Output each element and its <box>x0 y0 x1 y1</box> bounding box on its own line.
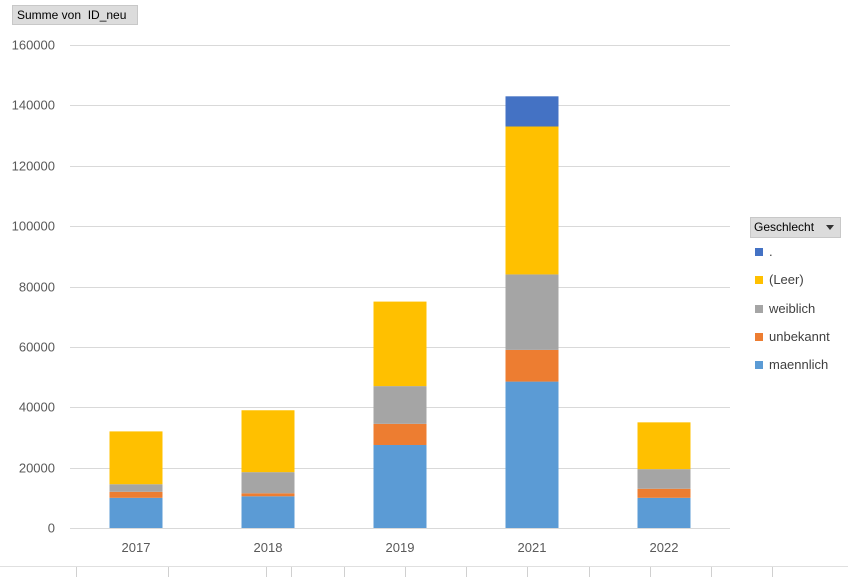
gridlines <box>70 45 730 529</box>
bar-segment-2022-2[interactable] <box>637 469 691 489</box>
bar-segment-2022-1[interactable] <box>637 488 691 498</box>
y-tick-label: 140000 <box>12 98 55 113</box>
x-tick-label: 2021 <box>518 540 547 555</box>
legend-item-unbekannt: unbekannt <box>755 329 830 345</box>
value-field-button[interactable]: Summe von ID_neu <box>12 5 138 25</box>
x-axis-ticks: 2017 2018 2019 2021 2022 <box>122 540 679 555</box>
legend-item-maennlich: maennlich <box>755 357 828 373</box>
legend-swatch <box>755 360 763 369</box>
bar-segment-2019-2[interactable] <box>373 386 427 424</box>
y-tick-label: 100000 <box>12 219 55 234</box>
legend-swatch <box>755 304 763 313</box>
dropdown-arrow-icon[interactable] <box>826 225 834 230</box>
legend-title: Geschlecht <box>754 220 815 234</box>
bar-segment-2022-3[interactable] <box>637 422 691 470</box>
legend-swatch <box>755 332 763 341</box>
y-tick-label: 20000 <box>19 461 55 476</box>
legend-filter-button[interactable]: Geschlecht <box>750 217 841 238</box>
bar-segment-2019-3[interactable] <box>373 301 427 387</box>
legend-swatch <box>755 275 763 284</box>
bar-segment-2019-0[interactable] <box>373 444 427 528</box>
bar-segment-2022-0[interactable] <box>637 497 691 528</box>
bottom-scroll-ticks <box>0 566 848 577</box>
y-tick-label: 40000 <box>19 400 55 415</box>
legend-item-weiblich: weiblich <box>755 301 815 317</box>
bar-segment-2017-1[interactable] <box>109 491 163 498</box>
x-tick-label: 2019 <box>386 540 415 555</box>
x-tick-label: 2022 <box>650 540 679 555</box>
bar-segment-2018-0[interactable] <box>241 496 295 528</box>
bar-segment-2017-0[interactable] <box>109 497 163 528</box>
bar-segment-2021-2[interactable] <box>505 274 559 350</box>
legend-swatch <box>755 247 763 256</box>
bar-segment-2021-1[interactable] <box>505 349 559 382</box>
bar-segment-2017-2[interactable] <box>109 484 163 492</box>
y-tick-label: 160000 <box>12 38 55 53</box>
y-tick-label: 120000 <box>12 159 55 174</box>
y-axis-ticks: 0 20000 40000 60000 80000 100000 120000 140000 1… <box>12 38 55 536</box>
y-tick-label: 60000 <box>19 340 55 355</box>
bar-segment-2018-3[interactable] <box>241 410 295 473</box>
legend-item-dot: . <box>755 244 773 260</box>
legend-item-leer: (Leer) <box>755 272 804 288</box>
x-tick-label: 2018 <box>254 540 283 555</box>
bar-segment-2021-4[interactable] <box>505 96 559 127</box>
bar-segment-2019-1[interactable] <box>373 423 427 445</box>
y-tick-label: 0 <box>48 521 55 536</box>
bar-segment-2018-2[interactable] <box>241 472 295 494</box>
bar-segment-2021-0[interactable] <box>505 381 559 528</box>
bars <box>109 96 691 528</box>
bar-segment-2017-3[interactable] <box>109 431 163 485</box>
y-tick-label: 80000 <box>19 280 55 295</box>
x-tick-label: 2017 <box>122 540 151 555</box>
bar-segment-2018-1[interactable] <box>241 493 295 497</box>
bar-segment-2021-3[interactable] <box>505 126 559 275</box>
